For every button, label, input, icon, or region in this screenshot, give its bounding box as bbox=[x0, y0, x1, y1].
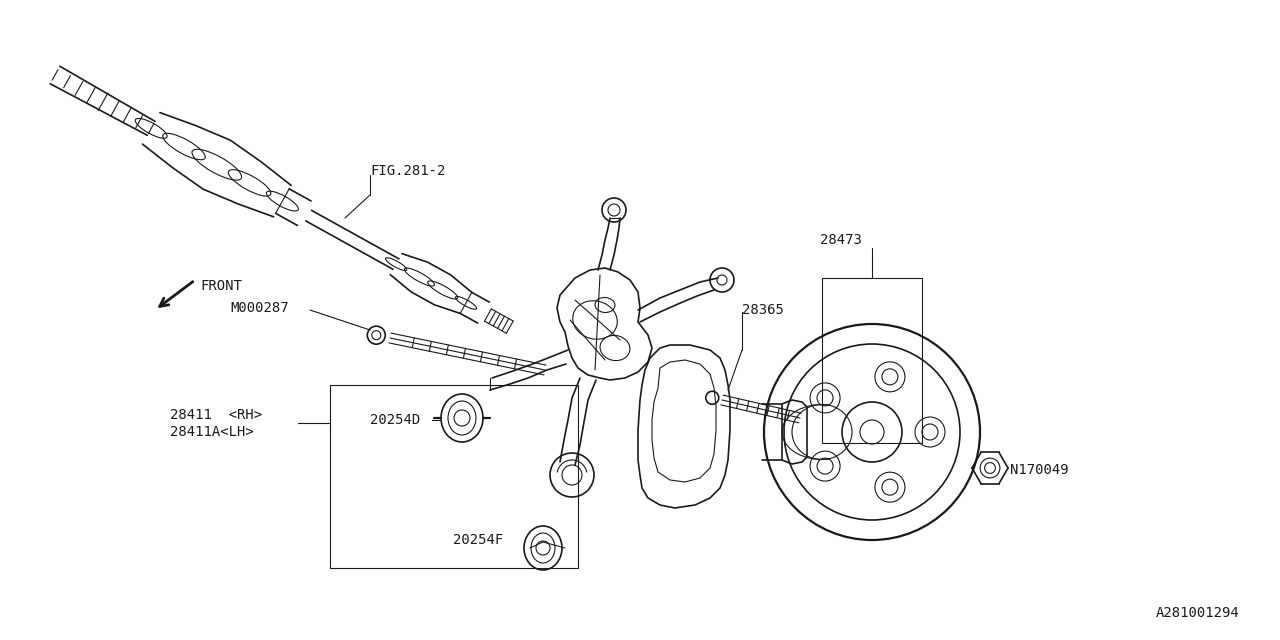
Text: FIG.281-2: FIG.281-2 bbox=[370, 164, 445, 178]
Text: M000287: M000287 bbox=[230, 301, 288, 315]
Text: 28365: 28365 bbox=[742, 303, 783, 317]
Bar bbox=[330, 385, 579, 568]
Text: 28411A<LH>: 28411A<LH> bbox=[170, 425, 253, 439]
Text: N170049: N170049 bbox=[1010, 463, 1069, 477]
Text: 20254D: 20254D bbox=[370, 413, 420, 427]
Bar bbox=[822, 278, 922, 443]
Text: FRONT: FRONT bbox=[200, 279, 242, 293]
Text: 28473: 28473 bbox=[820, 233, 861, 247]
Text: A281001294: A281001294 bbox=[1156, 606, 1240, 620]
Text: 20254F: 20254F bbox=[453, 533, 503, 547]
Text: 28411  <RH>: 28411 <RH> bbox=[170, 408, 262, 422]
